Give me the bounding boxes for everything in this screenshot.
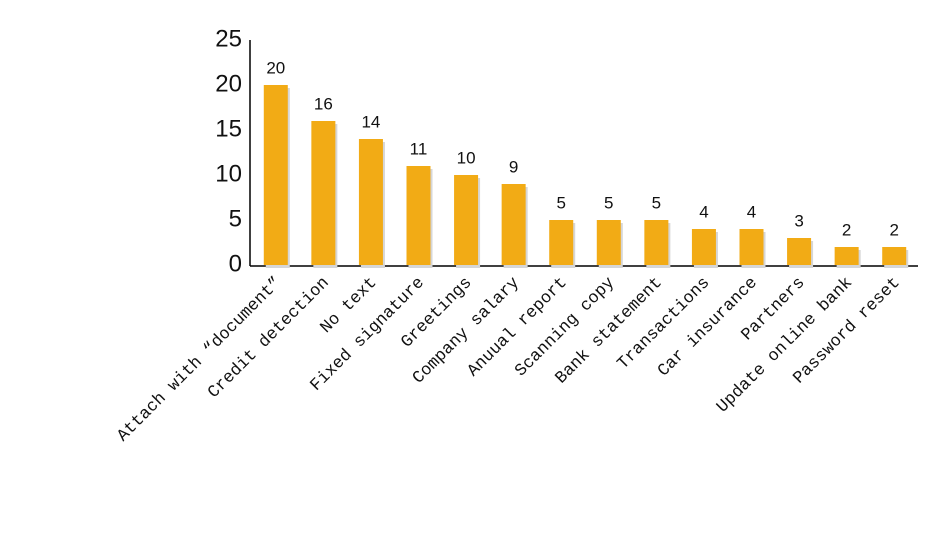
- bar: [596, 220, 621, 265]
- value-label: 11: [410, 139, 428, 158]
- value-label: 5: [604, 193, 613, 212]
- bar: [787, 238, 812, 265]
- y-tick-label: 0: [229, 250, 242, 277]
- bar: [406, 166, 431, 265]
- value-label: 5: [652, 193, 661, 212]
- bar: [454, 175, 479, 265]
- bar: [882, 247, 907, 265]
- bar: [739, 229, 764, 265]
- value-label: 4: [747, 202, 756, 221]
- bar: [549, 220, 574, 265]
- y-tick-label: 15: [215, 115, 242, 142]
- value-label: 2: [889, 220, 898, 239]
- value-label: 16: [314, 94, 333, 113]
- value-label: 14: [361, 112, 380, 131]
- bar: [644, 220, 669, 265]
- y-tick-label: 10: [215, 160, 242, 187]
- y-tick-label: 5: [229, 205, 242, 232]
- value-label: 9: [509, 157, 518, 176]
- bar: [358, 139, 383, 265]
- value-label: 10: [457, 148, 476, 167]
- value-label: 5: [556, 193, 565, 212]
- value-label: 2: [842, 220, 851, 239]
- value-label: 20: [266, 58, 285, 77]
- value-label: 3: [794, 211, 803, 230]
- bar: [263, 85, 288, 265]
- bar: [501, 184, 526, 265]
- y-tick-label: 25: [215, 25, 242, 52]
- bar: [311, 121, 336, 265]
- y-tick-label: 20: [215, 70, 242, 97]
- bar: [834, 247, 859, 265]
- value-label: 4: [699, 202, 708, 221]
- bar: [691, 229, 716, 265]
